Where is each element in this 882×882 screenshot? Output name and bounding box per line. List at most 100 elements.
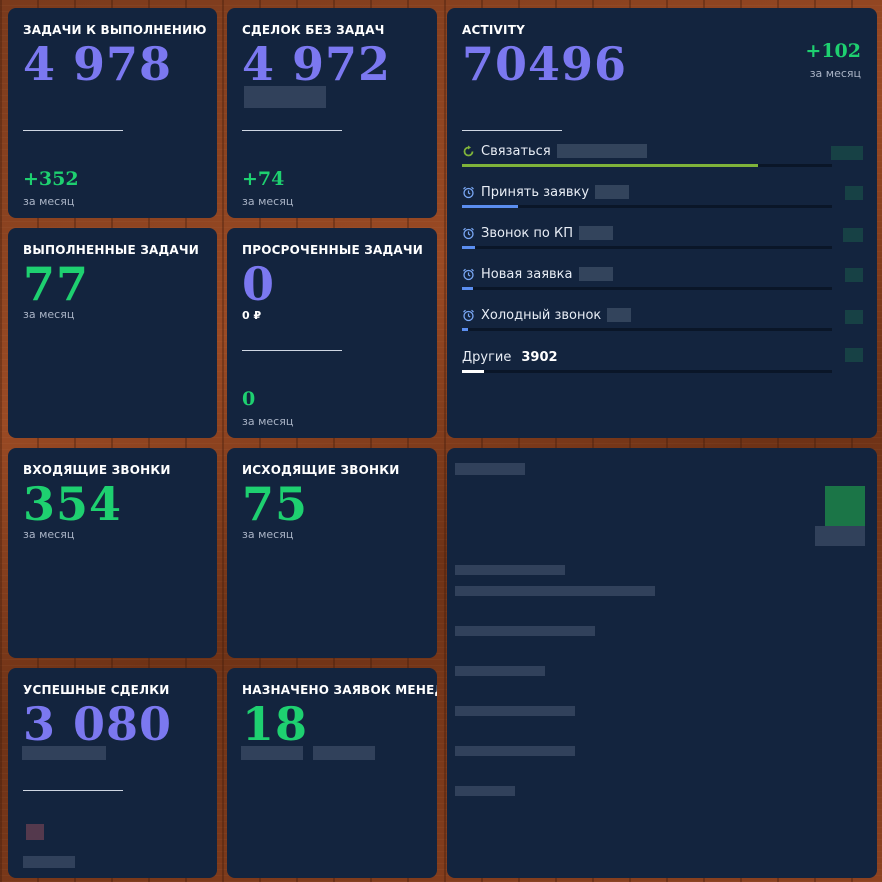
redacted-row [455,666,545,676]
activity-row-track [462,205,832,208]
card-delta: 0 [242,388,256,410]
card-value: 77 [23,257,90,311]
activity-other-track [462,370,832,373]
redacted-marker [831,146,863,160]
card-title: ИСХОДЯЩИЕ ЗВОНКИ [242,463,400,477]
redacted-badge [825,486,865,526]
card-period: за месяц [242,195,294,208]
card-title: ВЫПОЛНЕННЫЕ ЗАДАЧИ [23,243,200,257]
activity-row-fill [462,328,468,331]
card-value: 3 080 [23,697,173,751]
activity-row-track [462,164,832,167]
redacted-row [455,626,595,636]
activity-other-label: Другие [462,349,512,365]
completed-tasks-card[interactable]: ВЫПОЛНЕННЫЕ ЗАДАЧИ 77 за месяц [8,228,217,438]
redacted-count [607,308,632,322]
card-title: ACTIVITY [462,23,525,37]
activity-card[interactable]: ACTIVITY 70496 +102 за месяц Связаться Пр… [447,8,877,438]
activity-row-label: Связаться [481,143,551,159]
activity-row[interactable]: Звонок по КП [462,224,832,249]
activity-delta: +102 [805,40,861,62]
card-title: ЗАДАЧИ К ВЫПОЛНЕНИЮ [23,23,207,37]
activity-other-row[interactable]: Другие 3902 [462,348,832,373]
card-title: СДЕЛОК БЕЗ ЗАДАЧ [242,23,385,37]
redacted-marker [843,228,863,242]
redacted-row [455,565,565,575]
card-value: 354 [23,477,123,531]
activity-row[interactable]: Принять заявку [462,183,832,208]
activity-row-label: Звонок по КП [481,225,573,241]
redacted-marker [845,268,863,282]
card-period: за месяц [242,415,294,428]
card-period: за месяц [23,528,75,541]
overdue-tasks-card[interactable]: ПРОСРОЧЕННЫЕ ЗАДАЧИ 0 0 ₽ 0 за месяц [227,228,437,438]
redacted-count [556,144,647,158]
card-value: 0 [242,257,276,311]
redacted-report-card[interactable] [447,448,877,878]
divider [23,130,123,131]
redacted-count [595,185,630,199]
redacted-text [313,746,375,760]
card-title: ПРОСРОЧЕННЫЕ ЗАДАЧИ [242,243,423,257]
redacted-period [23,856,75,868]
activity-row[interactable]: Новая заявка [462,265,832,290]
activity-row-fill [462,164,758,167]
alarm-clock-icon [462,186,475,199]
redacted-count [578,267,613,281]
card-amount: 0 ₽ [242,309,262,322]
successful-deals-card[interactable]: УСПЕШНЫЕ СДЕЛКИ 3 080 [8,668,217,878]
activity-period: за месяц [809,67,861,80]
activity-row-fill [462,287,473,290]
card-delta: +74 [242,168,285,190]
assigned-requests-card[interactable]: НАЗНАЧЕНО ЗАЯВОК МЕНЕД 18 [227,668,437,878]
redacted-title [455,463,525,475]
card-value: 4 978 [23,37,173,91]
activity-row-track [462,328,832,331]
redacted-row [455,706,575,716]
redacted-text [22,746,106,760]
activity-row-label: Принять заявку [481,184,590,200]
activity-row[interactable]: Холодный звонок [462,306,832,331]
card-delta: +352 [23,168,79,190]
divider [462,130,562,131]
redacted-marker [845,348,863,362]
activity-row[interactable]: Связаться [462,142,832,167]
alarm-clock-icon [462,227,475,240]
activity-row-label: Холодный звонок [481,307,602,323]
incoming-calls-card[interactable]: ВХОДЯЩИЕ ЗВОНКИ 354 за месяц [8,448,217,658]
alarm-clock-icon [462,268,475,281]
redacted-marker [845,310,863,324]
card-value: 4 972 [242,37,392,91]
redacted-delta [26,824,44,840]
divider [23,790,123,791]
activity-row-track [462,246,832,249]
activity-value: 70496 [462,37,628,91]
refresh-icon [462,145,475,158]
activity-row-label: Новая заявка [481,266,573,282]
card-period: за месяц [23,308,75,321]
outgoing-calls-card[interactable]: ИСХОДЯЩИЕ ЗВОНКИ 75 за месяц [227,448,437,658]
redacted-row [455,746,575,756]
divider [242,350,342,351]
activity-row-track [462,287,832,290]
deals-without-tasks-card[interactable]: СДЕЛОК БЕЗ ЗАДАЧ 4 972 +74 за месяц [227,8,437,218]
activity-row-fill [462,205,518,208]
redacted-row [455,786,515,796]
todo-tasks-card[interactable]: ЗАДАЧИ К ВЫПОЛНЕНИЮ 4 978 +352 за месяц [8,8,217,218]
redacted-row [455,586,655,596]
activity-other-count: 3902 [521,349,558,365]
redacted-marker [845,186,863,200]
card-value: 75 [242,477,309,531]
card-period: за месяц [23,195,75,208]
alarm-clock-icon [462,309,475,322]
card-title: ВХОДЯЩИЕ ЗВОНКИ [23,463,171,477]
redacted-count [578,226,613,240]
activity-row-fill [462,246,475,249]
divider [242,130,342,131]
redacted-text [815,526,865,546]
card-period: за месяц [242,528,294,541]
redacted-text [241,746,303,760]
card-value: 18 [242,697,309,751]
redacted-text [244,86,326,108]
card-title: УСПЕШНЫЕ СДЕЛКИ [23,683,170,697]
